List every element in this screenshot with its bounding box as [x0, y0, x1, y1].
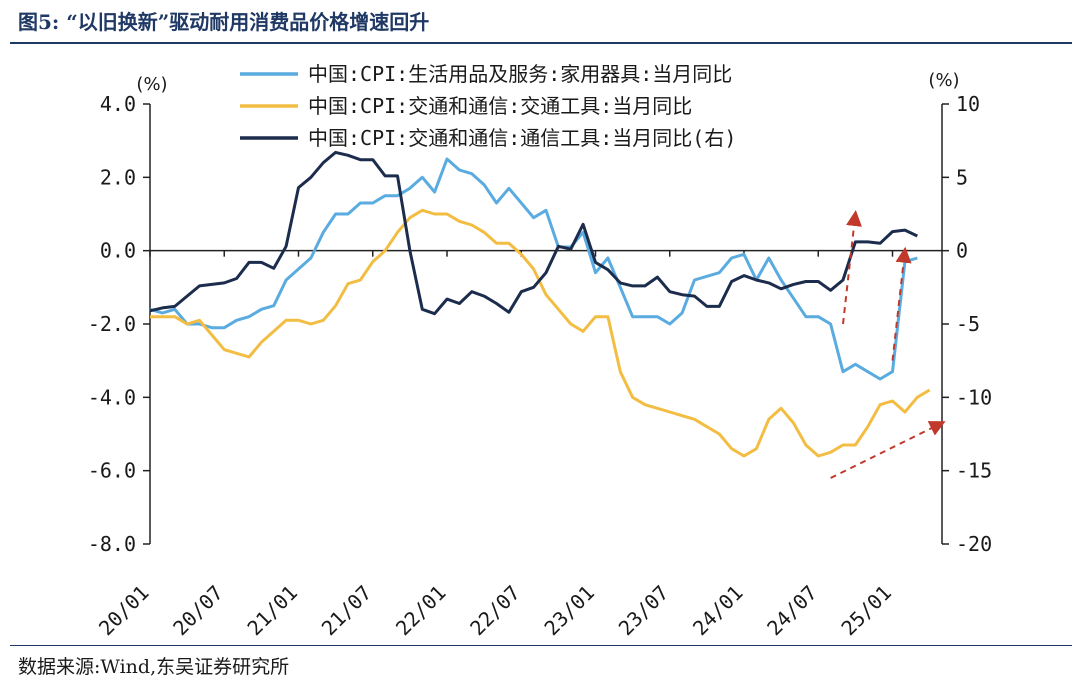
right-tick-label: 0: [956, 239, 968, 263]
chart-area: 4.0 2.0 0.0 -2.0 -4.0 -6.0 -8.0 10 5 0 -5 -10 -15 -20…: [0, 46, 1080, 642]
figure-header: 图5: “以旧换新”驱动耐用消费品价格增速回升: [0, 0, 1080, 46]
left-tick-label: 4.0: [100, 92, 136, 116]
right-tick-label: -20: [956, 532, 992, 556]
line-chart: 4.0 2.0 0.0 -2.0 -4.0 -6.0 -8.0 10 5 0 -5 -10 -15 -20…: [88, 62, 992, 640]
x-tick-label: 20/01: [94, 581, 154, 641]
series-line-2: [150, 208, 931, 458]
trend-arrow-3: [830, 421, 946, 479]
right-tick-label: -10: [956, 385, 992, 409]
legend-label-2: 中国:CPI:交通和通信:交通工具:当月同比: [308, 94, 692, 118]
x-tick-label: 24/07: [762, 581, 822, 641]
series-line-3: [149, 150, 918, 316]
right-tick-label: 10: [956, 92, 980, 116]
x-tick-label: 23/07: [614, 581, 674, 641]
x-tick-label: 23/01: [539, 581, 599, 641]
legend-label-1: 中国:CPI:生活用品及服务:家用器具:当月同比: [308, 62, 732, 86]
x-tick-label: 22/01: [391, 581, 451, 641]
right-unit-label: (%): [928, 70, 959, 91]
left-tick-label: 0.0: [100, 239, 136, 263]
trend-arrow-1: [842, 210, 862, 325]
annotations-group: [830, 210, 946, 479]
x-tick-label: 22/07: [465, 581, 525, 641]
x-tick-label: 21/01: [242, 581, 302, 641]
trend-arrow-2: [891, 246, 912, 361]
series-group: [149, 150, 931, 458]
figure-title: 图5: “以旧换新”驱动耐用消费品价格增速回升: [18, 10, 430, 34]
left-tick-label: -2.0: [88, 312, 136, 336]
x-tick-label: 21/07: [317, 581, 377, 641]
title-rule: [10, 42, 1072, 44]
x-tick-label: 20/07: [168, 581, 228, 641]
left-tick-label: -8.0: [88, 532, 136, 556]
legend: 中国:CPI:生活用品及服务:家用器具:当月同比中国:CPI:交通和通信:交通工…: [240, 62, 736, 150]
left-tick-label: 2.0: [100, 165, 136, 189]
source-rule: [10, 645, 1072, 646]
series-line-1: [149, 157, 918, 381]
left-tick-label: -6.0: [88, 459, 136, 483]
left-unit-label: (%): [136, 74, 167, 95]
axes: 4.0 2.0 0.0 -2.0 -4.0 -6.0 -8.0 10 5 0 -5 -10 -15 -20…: [88, 70, 992, 640]
x-tick-label: 25/01: [836, 581, 896, 641]
right-tick-label: -5: [956, 312, 980, 336]
x-tick-label: 24/01: [688, 581, 748, 641]
legend-label-3: 中国:CPI:交通和通信:通信工具:当月同比(右): [308, 126, 736, 150]
source-note: 数据来源:Wind,东吴证券研究所: [18, 656, 290, 678]
right-tick-label: -15: [956, 459, 992, 483]
right-tick-label: 5: [956, 165, 968, 189]
left-tick-label: -4.0: [88, 385, 136, 409]
